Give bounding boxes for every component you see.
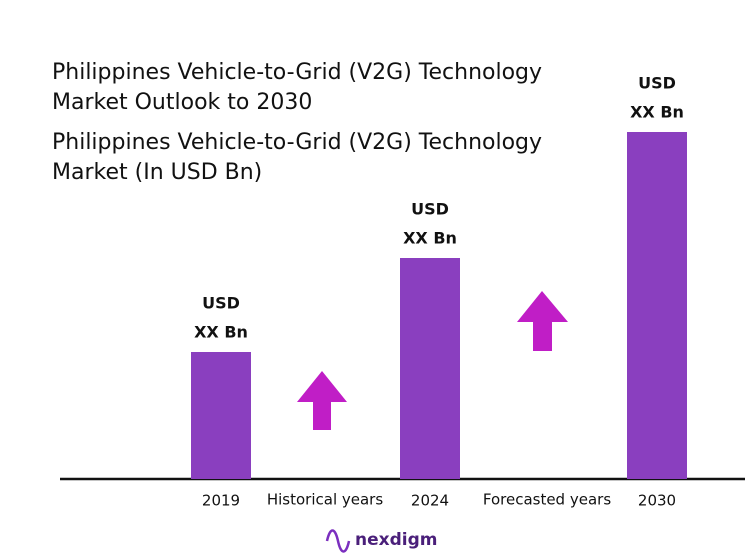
growth-arrow — [297, 371, 347, 430]
value-label: USD — [202, 294, 240, 313]
bar — [627, 132, 687, 479]
x-tick-label: 2030 — [638, 492, 676, 510]
period-label: Forecasted years — [483, 491, 611, 509]
x-tick-label: 2024 — [411, 492, 449, 510]
value-label: USD — [638, 74, 676, 93]
growth-arrow — [517, 291, 568, 351]
chart-subtitle: Philippines Vehicle-to-Grid (V2G) Techno… — [52, 130, 543, 185]
logo-text: nexdigm — [355, 530, 437, 550]
value-label: USD — [411, 200, 449, 219]
value-label: XX Bn — [194, 323, 248, 342]
logo-icon — [325, 529, 351, 553]
bar — [191, 352, 251, 479]
value-label: XX Bn — [630, 103, 684, 122]
x-tick-label: 2019 — [202, 492, 240, 510]
chart-title: Philippines Vehicle-to-Grid (V2G) Techno… — [52, 60, 543, 115]
period-label: Historical years — [267, 491, 383, 509]
value-label: XX Bn — [403, 229, 457, 248]
bar — [400, 258, 460, 479]
